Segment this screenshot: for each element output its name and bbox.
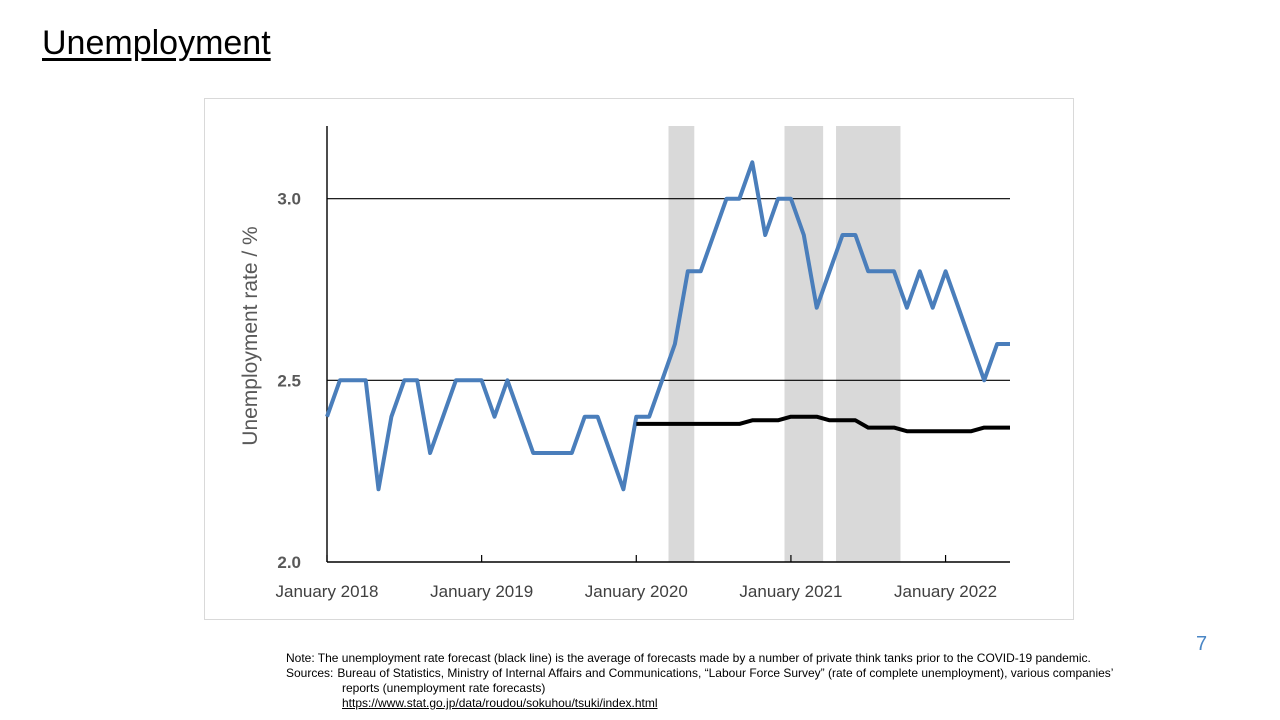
y-tick-label: 3.0 [277, 190, 301, 209]
y-tick-label: 2.5 [277, 371, 301, 390]
actual-rate-line [325, 160, 1010, 492]
note-text: Note: The unemployment rate forecast (bl… [286, 651, 1091, 665]
page-number: 7 [1196, 633, 1208, 655]
sources-text: Bureau of Statistics, Ministry of Intern… [337, 666, 1114, 680]
shaded-period-3 [836, 126, 901, 562]
source-link[interactable]: https://www.stat.go.jp/data/roudou/sokuh… [342, 696, 658, 710]
x-tick-label: January 2022 [894, 582, 997, 601]
axes [326, 126, 1010, 563]
shaded-period-1 [668, 126, 695, 562]
gridlines [327, 198, 1010, 381]
footnotes: Note: The unemployment rate forecast (bl… [286, 651, 1216, 711]
chart-frame: 2.0 2.5 3.0 January 2018 January 2019 January… [204, 98, 1074, 620]
x-tick-label: January 2020 [585, 582, 688, 601]
y-axis-label: Unemployment rate / % [239, 226, 262, 445]
x-tick-label: January 2019 [430, 582, 533, 601]
forecast-rate-line [636, 414, 1010, 434]
series-lines [325, 160, 1010, 492]
tick-labels: 2.0 2.5 3.0 January 2018 January 2019 January… [275, 190, 997, 601]
unemployment-line-chart: 2.0 2.5 3.0 January 2018 January 2019 January… [239, 126, 1010, 601]
x-tick-label: January 2018 [275, 582, 378, 601]
page-title: Unemployment [42, 24, 271, 62]
sources-label: Sources: [286, 666, 334, 680]
sources-text-continued: reports (unemployment rate forecasts) [342, 681, 546, 695]
y-tick-label: 2.0 [277, 553, 301, 572]
shaded-periods [668, 126, 901, 562]
x-tick-label: January 2021 [739, 582, 842, 601]
shaded-period-2 [784, 126, 824, 562]
